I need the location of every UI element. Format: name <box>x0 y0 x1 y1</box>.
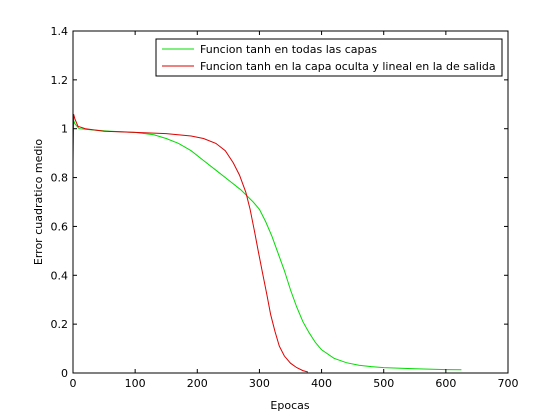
x-tick-label: 0 <box>70 377 77 390</box>
x-tick-label: 200 <box>187 377 208 390</box>
x-axis-label: Epocas <box>270 399 309 412</box>
y-tick-label: 1 <box>61 123 68 136</box>
x-tick-label: 300 <box>249 377 270 390</box>
y-tick-label: 0.8 <box>51 172 69 185</box>
series-line-1 <box>72 118 462 371</box>
y-tick-label: 0.2 <box>51 318 69 331</box>
plot-area <box>73 31 508 373</box>
y-tick-label: 0.6 <box>51 220 69 233</box>
legend-box <box>155 38 503 77</box>
legend-label-2: Funcion tanh en la capa oculta y lineal … <box>200 60 496 73</box>
y-tick-label: 0 <box>61 367 68 380</box>
axes-frame <box>72 30 509 374</box>
x-tick-label: 500 <box>373 377 394 390</box>
x-tick-label: 400 <box>311 377 332 390</box>
y-tick-label: 1.4 <box>51 25 69 38</box>
x-tick-label: 600 <box>435 377 456 390</box>
y-tick-label: 1.2 <box>51 74 69 87</box>
legend-label-1: Funcion tanh en todas las capas <box>200 43 377 56</box>
y-tick-label: 0.4 <box>51 269 69 282</box>
x-tick-label: 100 <box>125 377 146 390</box>
x-tick-label: 700 <box>498 377 519 390</box>
y-axis-label: Error cuadratico medio <box>32 139 45 265</box>
series-line-2 <box>72 113 309 373</box>
